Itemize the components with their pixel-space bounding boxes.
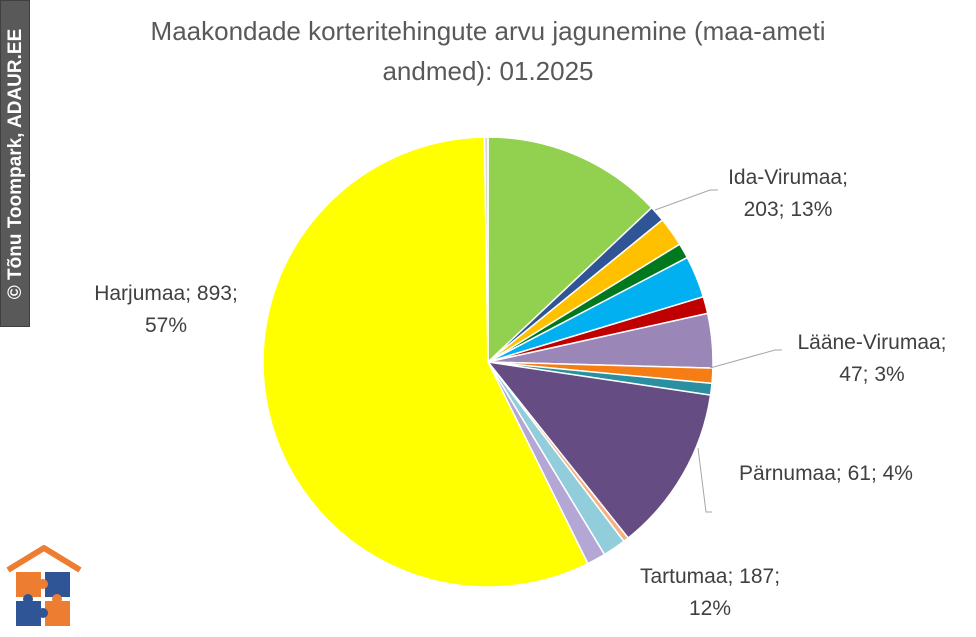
data-label-tartumaa-line-2: 12%	[689, 597, 731, 620]
pie-slices	[262, 136, 714, 588]
chart-title-line-1: Maakondade korteritehingute arvu jagunem…	[151, 16, 826, 46]
leader-line-ida-virumaa	[654, 189, 718, 211]
pie-slice-harjumaa	[262, 136, 589, 588]
watermark-text: © Tõnu Toompark, ADAUR.EE	[5, 28, 26, 300]
copyright-watermark: © Tõnu Toompark, ADAUR.EE	[0, 0, 30, 327]
pie-slice-tartumaa	[486, 360, 712, 540]
data-label-harjumaa-line-1: Harjumaa; 893;	[94, 282, 238, 305]
data-label-parnumaa: Pärnumaa; 61; 4%	[739, 462, 913, 485]
data-label-laane-virumaa-line-2: 47; 3%	[839, 363, 904, 386]
leader-lines	[654, 189, 782, 513]
data-label-ida-virumaa-line-2: 203; 13%	[744, 198, 833, 221]
data-label-harjumaa-line-2: 57%	[145, 314, 187, 337]
house-puzzle-logo-icon	[6, 545, 82, 626]
chart-title-line-2: andmed): 01.2025	[382, 56, 593, 86]
data-label-ida-virumaa-line-1: Ida-Virumaa;	[728, 166, 848, 189]
data-labels: Ida-Virumaa; 203; 13% Lääne-Virumaa; 47;…	[94, 166, 946, 620]
pie-slice-ida-virumaa	[487, 136, 653, 364]
data-label-tartumaa-line-1: Tartumaa; 187;	[640, 565, 780, 588]
data-label-laane-virumaa-line-1: Lääne-Virumaa;	[797, 331, 946, 354]
pie-slice-unlabeled-14	[483, 136, 489, 363]
leader-line-parnumaa	[697, 447, 712, 513]
leader-line-laane-virumaa	[709, 349, 782, 369]
